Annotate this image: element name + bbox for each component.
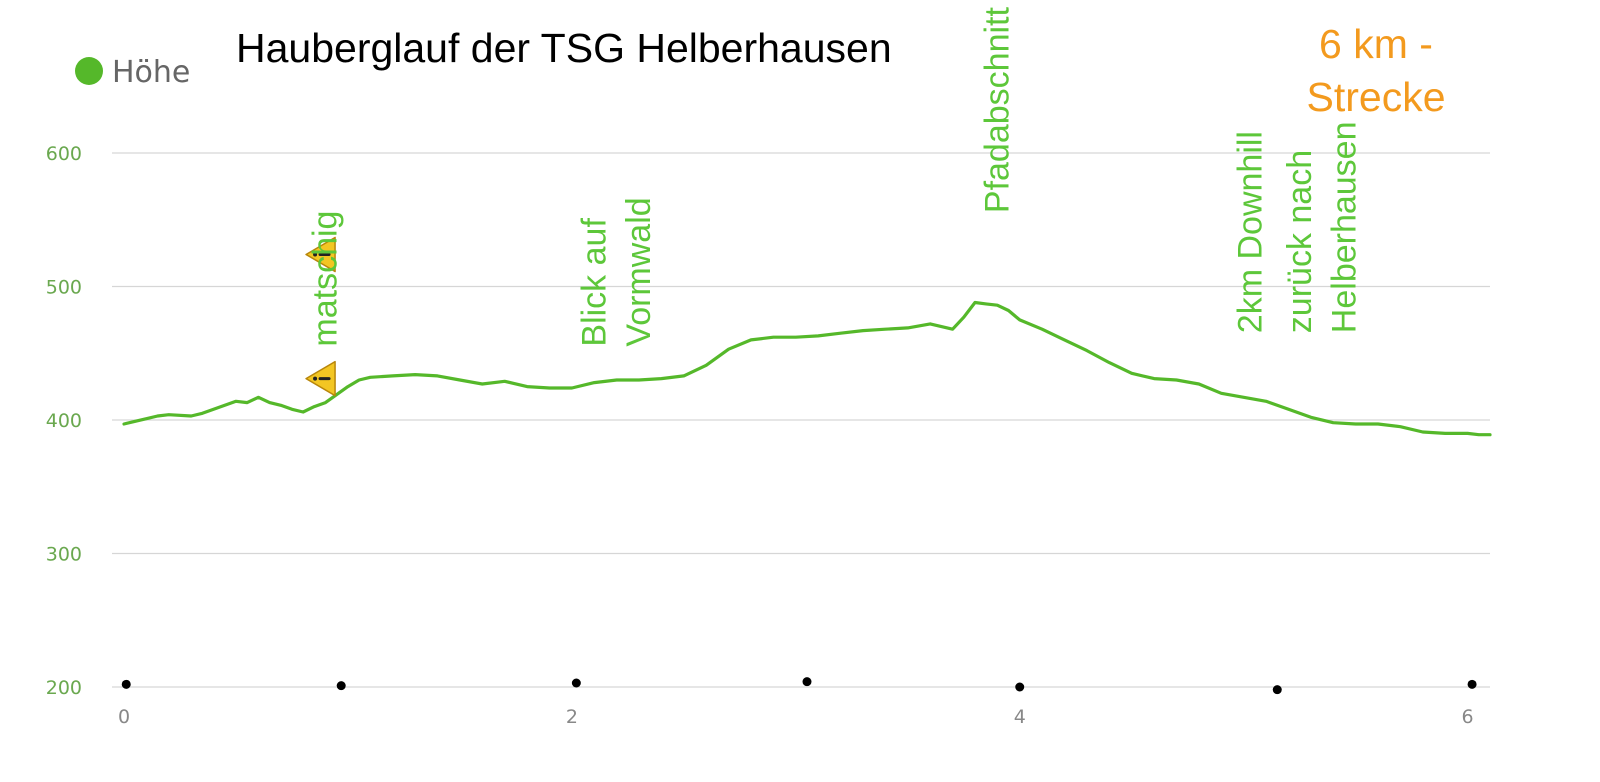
marker-point-6 [1467, 679, 1477, 689]
annotation-label-5: zurück nach [1281, 150, 1319, 333]
y-tick-500: 500 [46, 277, 82, 299]
series-line-0 [122, 300, 1492, 437]
marker-layer [121, 677, 1477, 695]
legend-label: Höhe [112, 55, 190, 90]
x-tick-6: 6 [1462, 706, 1474, 728]
distance-label-line-2: Strecke [1307, 74, 1446, 120]
warning-icon-1 [305, 360, 336, 397]
annotation-label-1: Blick auf [576, 218, 614, 347]
annotation-label-0: matschig [307, 211, 345, 347]
marker-point-0 [121, 679, 131, 689]
marker-point-2 [571, 678, 581, 688]
y-tick-400: 400 [46, 410, 82, 432]
annotation-layer: matschig Blick auf Vormwald Pfadabschnitt 2k… [305, 7, 1364, 397]
legend[interactable]: Höhe [75, 55, 190, 90]
chart-title: Hauberglauf der TSG Helberhausen [236, 25, 892, 71]
y-axis-ticks: 600 500 400 300 200 [46, 143, 82, 699]
annotation-label-6: Helberhausen [1326, 121, 1364, 333]
annotation-label-2: Vormwald [620, 197, 658, 346]
warning-dot-0 [313, 252, 318, 257]
warning-icon-0 [305, 236, 336, 273]
series-layer [122, 300, 1492, 437]
annotation-label-3: Pfadabschnitt [979, 7, 1017, 214]
y-tick-600: 600 [46, 143, 82, 165]
x-tick-0: 0 [118, 706, 130, 728]
y-tick-300: 300 [46, 544, 82, 566]
x-axis-ticks: 0 2 4 6 [118, 706, 1474, 728]
marker-point-3 [802, 677, 812, 687]
annotation-label-4: 2km Downhill [1232, 131, 1270, 333]
marker-point-5 [1272, 685, 1282, 695]
marker-point-4 [1015, 682, 1025, 692]
x-tick-2: 2 [566, 706, 578, 728]
warning-dot-1 [313, 376, 318, 381]
legend-swatch [75, 57, 103, 85]
x-tick-4: 4 [1014, 706, 1026, 728]
y-tick-200: 200 [46, 677, 82, 699]
distance-label-line-1: 6 km - [1319, 21, 1433, 67]
marker-point-1 [336, 681, 346, 691]
